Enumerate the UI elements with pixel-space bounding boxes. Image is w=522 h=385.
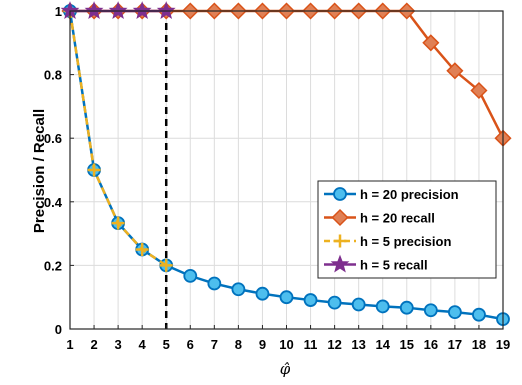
legend-label: h = 5 recall: [360, 258, 428, 273]
x-tick-label: 18: [472, 337, 486, 352]
legend-label: h = 20 precision: [360, 187, 459, 202]
legend-item: h = 5 precision: [324, 234, 451, 249]
data-point: [183, 268, 198, 283]
y-tick-label: 0.2: [44, 258, 62, 273]
data-point: [330, 254, 350, 273]
data-point: [333, 234, 347, 248]
data-point: [207, 276, 222, 291]
x-tick-label: 3: [114, 337, 121, 352]
data-point: [327, 295, 342, 310]
x-tick-label: 6: [187, 337, 194, 352]
x-tick-label: 9: [259, 337, 266, 352]
x-tick-label: 5: [163, 337, 170, 352]
x-tick-label: 13: [351, 337, 365, 352]
x-tick-label: 1: [66, 337, 73, 352]
x-tick-label: 7: [211, 337, 218, 352]
legend-item: h = 20 precision: [324, 187, 459, 202]
data-point: [159, 258, 173, 272]
x-tick-label: 4: [139, 337, 147, 352]
data-point: [447, 305, 462, 320]
data-point: [156, 1, 176, 20]
x-axis-label: φ̂: [280, 360, 291, 378]
y-tick-label: 0.8: [44, 68, 62, 83]
data-point: [279, 290, 294, 305]
data-point: [255, 286, 270, 301]
y-axis-label: Precision / Recall: [31, 109, 48, 233]
axes: 1 2 3 4 5 6 7 8 9 10 11 12 13 14 15 16 17 18 1900.20.40.60…: [44, 4, 510, 352]
data-point: [231, 282, 246, 297]
data-point: [132, 1, 152, 20]
data-point: [423, 303, 438, 318]
series-h-5-precision: [63, 4, 173, 272]
data-point: [111, 216, 125, 230]
legend-label: h = 20 recall: [360, 211, 435, 226]
y-tick-label: 0: [55, 322, 62, 337]
y-tick-label: 1: [55, 4, 62, 19]
x-tick-label: 17: [448, 337, 462, 352]
x-tick-label: 12: [327, 337, 341, 352]
data-point: [422, 34, 440, 52]
legend-label: h = 5 precision: [360, 234, 451, 249]
data-point: [470, 81, 488, 100]
legend: h = 20 precision h = 20 recall h = 5 preci…: [317, 180, 497, 279]
data-point: [351, 297, 366, 312]
data-point: [87, 163, 101, 177]
data-point: [446, 62, 464, 80]
data-point: [135, 243, 149, 256]
data-point: [375, 299, 390, 314]
data-point: [303, 293, 318, 307]
data-point: [331, 208, 349, 227]
data-point: [472, 307, 486, 322]
data-point: [84, 1, 104, 20]
data-point: [108, 1, 128, 20]
x-tick-label: 14: [375, 337, 390, 352]
x-tick-label: 11: [304, 337, 318, 352]
x-tick-label: 10: [279, 337, 293, 352]
x-tick-label: 2: [90, 337, 97, 352]
legend-item: h = 5 recall: [324, 254, 428, 273]
data-point: [333, 187, 347, 201]
y-tick-label: 0.4: [44, 195, 63, 210]
x-tick-label: 15: [400, 337, 414, 352]
legend-item: h = 20 recall: [324, 208, 435, 227]
y-tick-label: 0.6: [44, 131, 62, 146]
grid: [69, 10, 504, 330]
x-tick-label: 16: [424, 337, 438, 352]
data-point: [399, 300, 414, 315]
x-tick-label: 8: [235, 337, 242, 352]
x-tick-label: 19: [496, 337, 510, 352]
